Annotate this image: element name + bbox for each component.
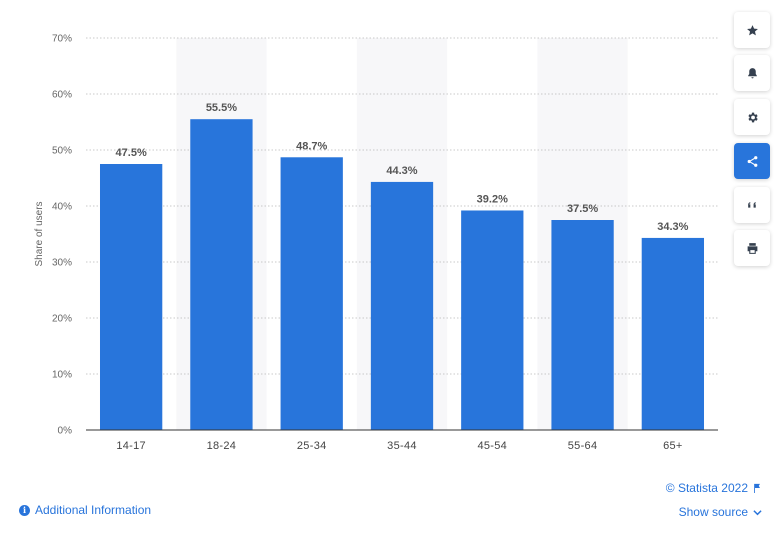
settings-button[interactable] bbox=[734, 99, 770, 135]
data-label: 48.7% bbox=[296, 140, 327, 152]
bar bbox=[280, 157, 343, 430]
y-tick-label: 20% bbox=[52, 314, 72, 325]
y-tick-label: 30% bbox=[52, 258, 72, 269]
show-source-label: Show source bbox=[678, 505, 748, 519]
bar bbox=[190, 119, 253, 430]
bar bbox=[99, 164, 163, 430]
y-tick-label: 60% bbox=[52, 90, 72, 101]
data-label: 55.5% bbox=[206, 102, 237, 114]
print-icon bbox=[747, 242, 757, 254]
data-label: 47.5% bbox=[116, 147, 147, 159]
y-tick-label: 40% bbox=[52, 202, 72, 213]
share-icon bbox=[747, 155, 757, 167]
x-tick-label: 18-24 bbox=[207, 440, 237, 452]
data-label: 34.3% bbox=[657, 221, 688, 233]
cite-button[interactable] bbox=[734, 187, 770, 223]
bell-icon bbox=[747, 67, 757, 78]
star-icon bbox=[746, 24, 758, 35]
additional-information-label: Additional Information bbox=[35, 503, 152, 517]
y-axis-ticks: 0% 10% 20% 30% 40% 50% 60% 70% bbox=[52, 34, 72, 437]
gear-icon bbox=[747, 112, 758, 122]
print-button[interactable] bbox=[734, 230, 770, 266]
bar bbox=[461, 210, 524, 430]
info-icon: i bbox=[19, 504, 30, 516]
data-label: 39.2% bbox=[477, 193, 508, 205]
x-tick-label: 55-64 bbox=[568, 440, 598, 452]
x-axis-ticks: 14-17 18-24 25-34 35-44 45-54 55-64 65+ bbox=[116, 440, 682, 452]
x-tick-label: 35-44 bbox=[387, 440, 417, 452]
x-tick-label: 14-17 bbox=[116, 440, 146, 452]
favorite-button[interactable] bbox=[734, 12, 770, 48]
x-tick-label: 45-54 bbox=[477, 440, 507, 452]
x-tick-label: 25-34 bbox=[297, 440, 327, 452]
statista-copyright[interactable]: © Statista 2022 bbox=[666, 481, 762, 495]
bar bbox=[370, 181, 434, 430]
bars bbox=[99, 119, 705, 430]
additional-information-link[interactable]: i Additional Information bbox=[19, 503, 151, 517]
bar bbox=[551, 220, 614, 430]
quote-icon bbox=[747, 201, 756, 208]
y-tick-label: 50% bbox=[52, 146, 72, 157]
y-tick-label: 70% bbox=[52, 34, 72, 45]
bar-chart: 47.5% 55.5% 48.7% 44.3% 39.2% 37.5% 34.3% 0% 10… bbox=[34, 34, 718, 452]
notification-button[interactable] bbox=[734, 55, 770, 91]
copyright-label: © Statista 2022 bbox=[665, 481, 748, 495]
bar bbox=[641, 237, 705, 430]
y-tick-label: 10% bbox=[52, 370, 72, 381]
y-axis-title: Share of users bbox=[34, 201, 45, 266]
data-labels: 47.5% 55.5% 48.7% 44.3% 39.2% 37.5% 34.3% bbox=[116, 102, 689, 233]
y-tick-label: 0% bbox=[58, 426, 73, 437]
chevron-down-icon bbox=[753, 509, 762, 515]
x-tick-label: 65+ bbox=[663, 440, 683, 452]
show-source-link[interactable]: Show source bbox=[679, 505, 762, 519]
data-label: 44.3% bbox=[386, 165, 417, 177]
data-label: 37.5% bbox=[567, 203, 598, 215]
flag-icon bbox=[754, 483, 760, 493]
share-button[interactable] bbox=[734, 143, 770, 179]
